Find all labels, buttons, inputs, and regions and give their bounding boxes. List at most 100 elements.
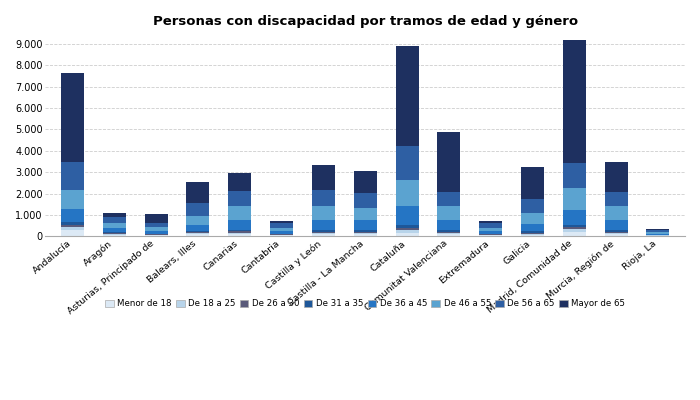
Bar [521,213,544,224]
Bar [312,206,335,220]
Bar [521,235,544,236]
Bar [646,230,669,232]
Bar [270,223,293,228]
Bar [103,234,126,235]
Bar [479,231,502,234]
Bar [103,228,126,232]
Bar [563,40,586,162]
Bar [479,221,502,224]
Bar [521,234,544,235]
Bar [145,223,168,228]
Bar [270,235,293,236]
Bar [228,191,251,206]
Bar [521,232,544,233]
Bar [354,220,377,230]
Bar [563,232,586,236]
Bar [395,180,419,206]
Bar [395,230,419,233]
Bar [186,225,209,231]
Bar [563,210,586,224]
Bar [395,225,419,228]
Bar [186,233,209,234]
Bar [228,232,251,234]
Bar [61,225,84,227]
Bar [312,233,335,234]
Bar [521,200,544,213]
Bar [563,224,586,227]
Bar [186,182,209,204]
Bar [312,190,335,206]
Bar [563,162,586,188]
Bar [103,235,126,236]
Bar [438,234,461,236]
Bar [605,206,627,220]
Bar [395,46,419,146]
Bar [438,206,461,220]
Bar [395,233,419,236]
Bar [312,230,335,232]
Bar [145,235,168,236]
Bar [605,233,627,234]
Bar [145,214,168,223]
Bar [438,232,461,233]
Bar [103,233,126,234]
Bar [354,233,377,234]
Bar [61,222,84,225]
Bar [145,234,168,235]
Bar [438,220,461,230]
Bar [228,230,251,232]
Bar [605,232,627,233]
Bar [61,73,84,162]
Bar [228,234,251,236]
Bar [270,231,293,234]
Bar [605,234,627,236]
Bar [228,220,251,230]
Bar [605,162,627,192]
Bar [563,188,586,210]
Bar [61,227,84,230]
Bar [605,192,627,206]
Bar [103,213,126,217]
Bar [145,228,168,231]
Bar [646,234,669,235]
Bar [228,173,251,191]
Bar [354,208,377,220]
Bar [186,231,209,232]
Bar [438,132,461,192]
Bar [521,233,544,234]
Bar [438,192,461,206]
Bar [228,206,251,220]
Bar [61,190,84,209]
Bar [354,230,377,232]
Bar [479,235,502,236]
Bar [103,223,126,228]
Bar [354,232,377,233]
Bar [103,232,126,233]
Bar [605,230,627,232]
Bar [479,228,502,231]
Bar [186,204,209,216]
Bar [312,232,335,233]
Bar [145,231,168,234]
Bar [354,170,377,193]
Bar [395,228,419,230]
Bar [354,234,377,236]
Bar [438,233,461,234]
Bar [521,224,544,232]
Title: Personas con discapacidad por tramos de edad y género: Personas con discapacidad por tramos de … [153,15,578,28]
Bar [395,146,419,180]
Bar [61,162,84,190]
Bar [270,221,293,223]
Bar [61,209,84,222]
Bar [521,167,544,200]
Bar [312,165,335,190]
Bar [270,234,293,235]
Bar [312,234,335,236]
Bar [312,220,335,230]
Bar [186,216,209,225]
Legend: Menor de 18, De 18 a 25, De 26 a 30, De 31 a 35, De 36 a 45, De 46 a 55, De 56 a: Menor de 18, De 18 a 25, De 26 a 30, De … [104,298,626,309]
Bar [186,234,209,236]
Bar [270,228,293,231]
Bar [563,229,586,232]
Bar [186,232,209,233]
